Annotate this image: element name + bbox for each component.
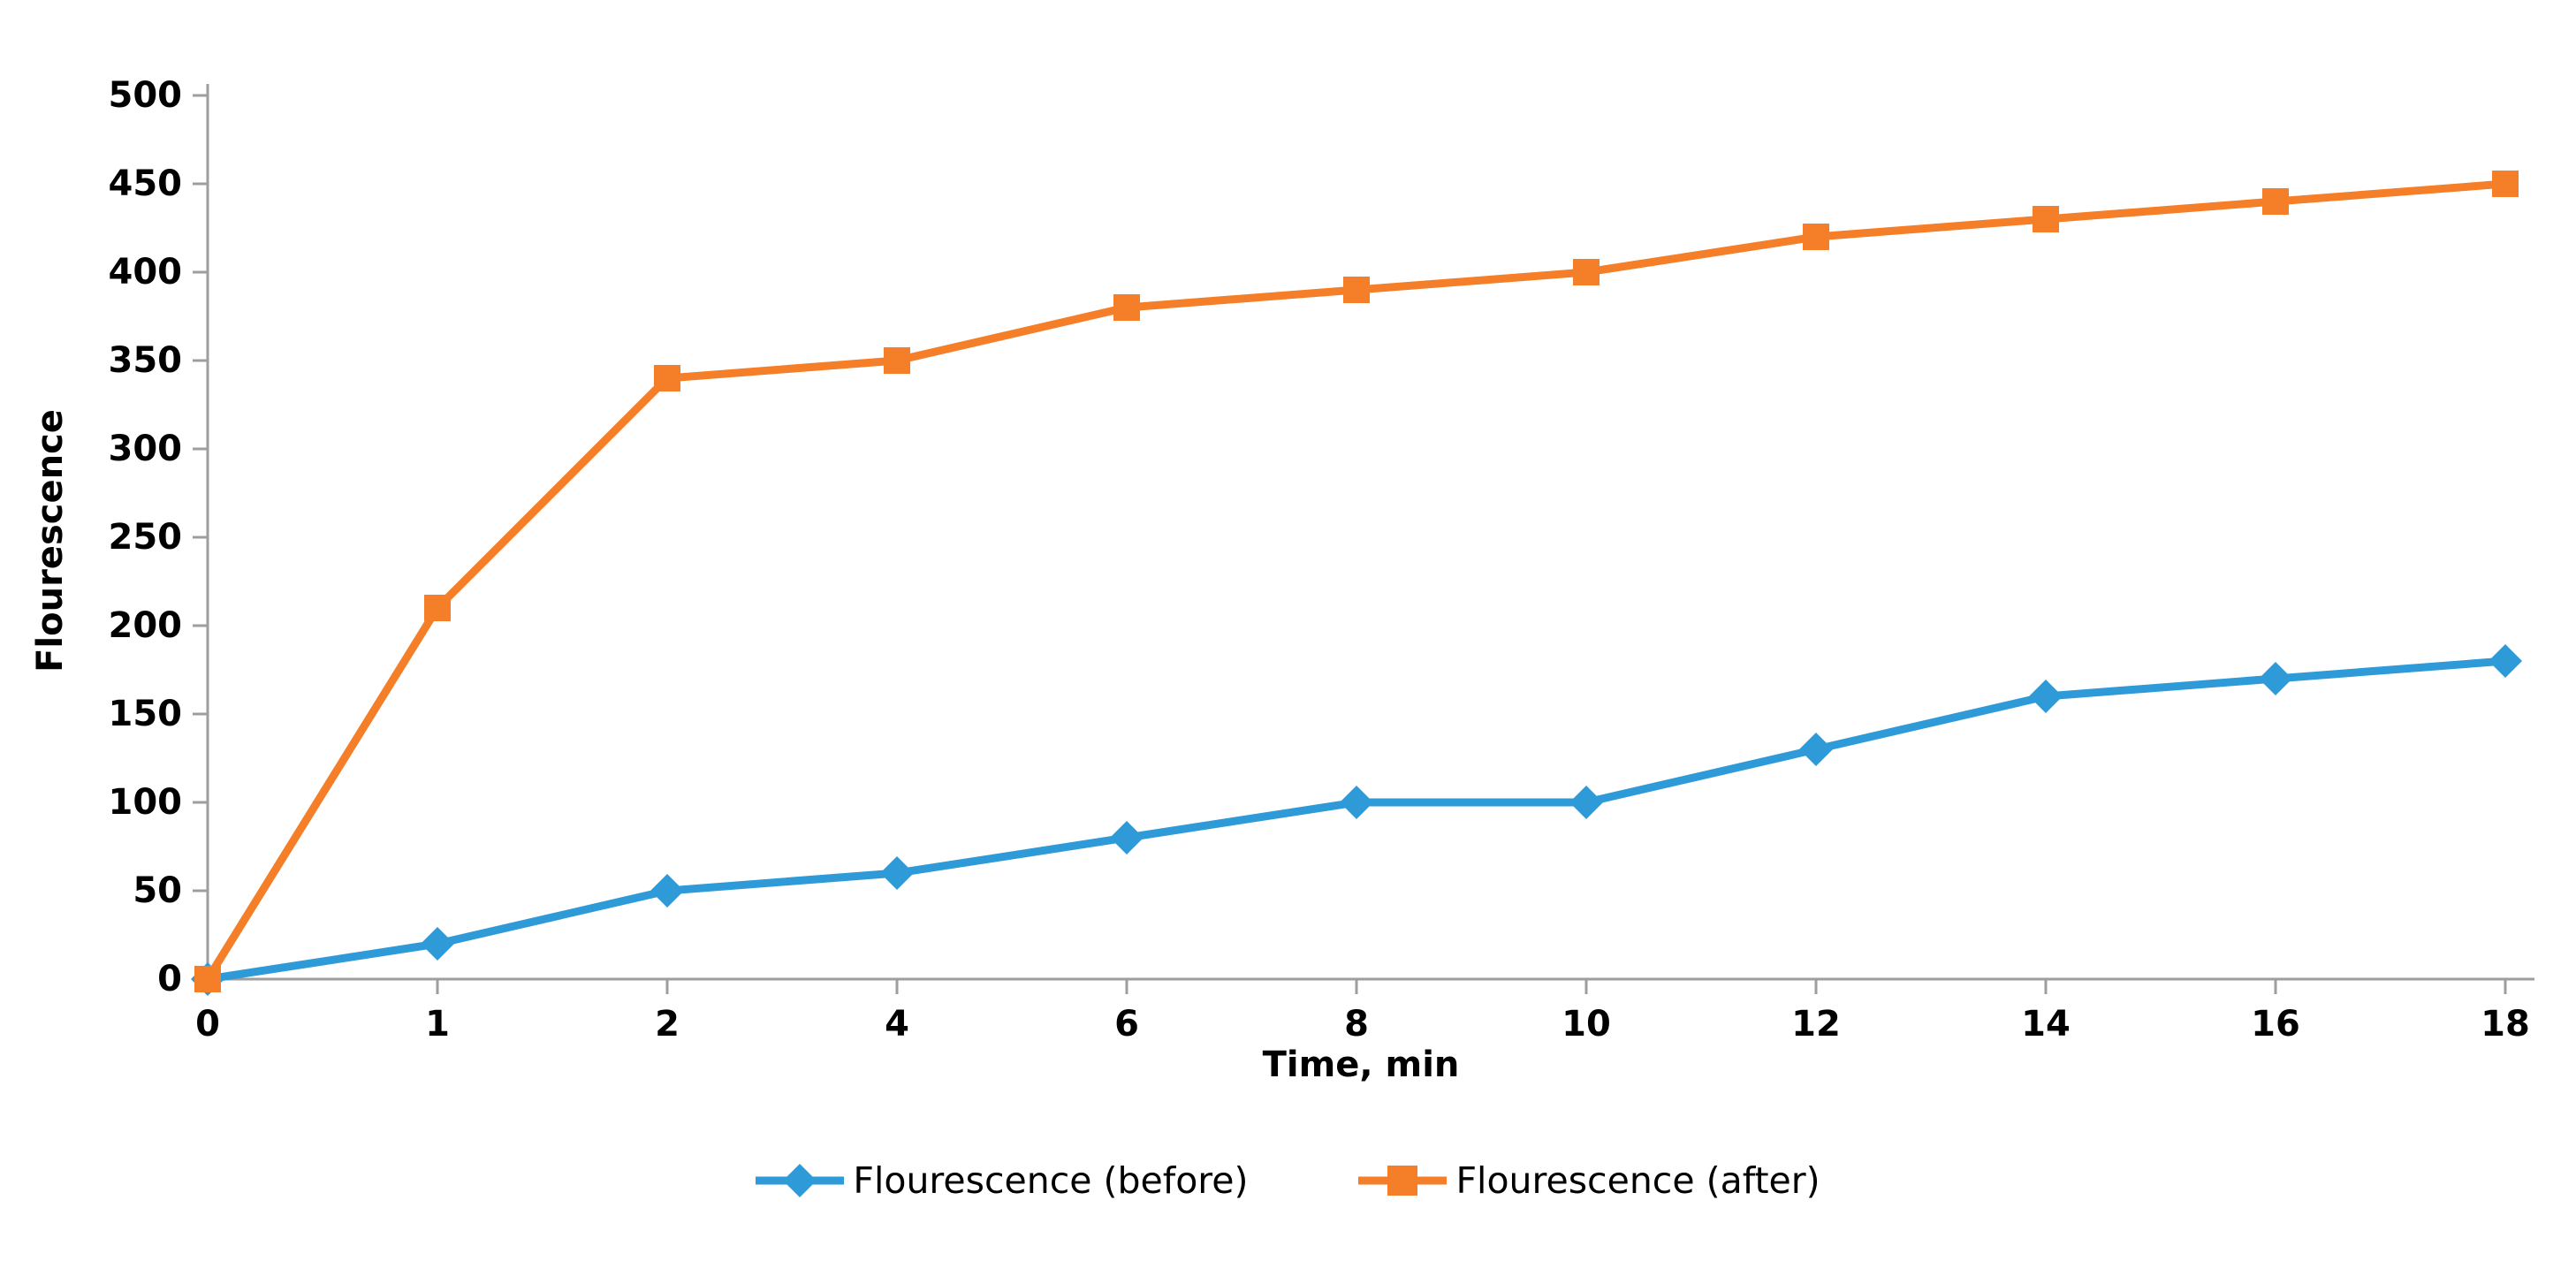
series-1-square-marker xyxy=(2262,188,2289,215)
y-tick-label: 100 xyxy=(109,782,183,823)
series-0-diamond-marker xyxy=(1569,786,1603,819)
x-tick-label: 6 xyxy=(1114,1004,1139,1045)
y-tick-label: 450 xyxy=(109,163,183,204)
legend: Flourescence (before) Flourescence (afte… xyxy=(0,1159,2576,1202)
legend-swatch-after xyxy=(1358,1166,1448,1196)
series-0-diamond-marker xyxy=(880,856,914,890)
y-tick-label: 500 xyxy=(109,75,183,116)
y-axis-title: Flourescence xyxy=(30,409,71,672)
series-1-square-marker xyxy=(1343,277,1370,303)
y-tick-label: 150 xyxy=(109,694,183,734)
series-line-0 xyxy=(203,657,2510,984)
x-tick-label: 8 xyxy=(1344,1004,1369,1045)
series-0-diamond-marker xyxy=(2259,662,2292,695)
series-1-square-marker xyxy=(194,966,221,992)
x-tick-label: 14 xyxy=(2021,1004,2071,1045)
series-1-square-marker xyxy=(884,347,910,374)
x-tick-label: 1 xyxy=(425,1004,450,1045)
legend-label-before: Flourescence (before) xyxy=(853,1159,1249,1202)
x-tick-label: 16 xyxy=(2251,1004,2300,1045)
series-0-diamond-marker xyxy=(1799,733,1833,766)
y-tick-label: 350 xyxy=(109,340,183,381)
y-tick-label: 200 xyxy=(109,605,183,646)
y-tick-label: 400 xyxy=(109,252,183,292)
x-tick-label: 0 xyxy=(195,1004,220,1045)
series-1-square-marker xyxy=(1803,224,1829,250)
square-marker-icon xyxy=(1387,1166,1418,1196)
y-tick-label: 0 xyxy=(157,959,182,999)
y-tick-label: 250 xyxy=(109,517,183,558)
series-1-square-marker xyxy=(424,595,451,621)
x-tick-label: 18 xyxy=(2481,1004,2530,1045)
legend-swatch-before xyxy=(756,1164,845,1197)
x-tick-label: 2 xyxy=(655,1004,680,1045)
x-tick-label: 12 xyxy=(1791,1004,1841,1045)
x-tick-label: 4 xyxy=(885,1004,909,1045)
series-0-diamond-marker xyxy=(421,927,454,961)
y-tick-label: 50 xyxy=(133,870,182,911)
series-0-diamond-marker xyxy=(2489,644,2522,678)
series-0-diamond-marker xyxy=(650,874,684,908)
series-0-diamond-marker xyxy=(1110,821,1144,855)
series-1-square-marker xyxy=(654,365,680,391)
series-0-diamond-marker xyxy=(2029,680,2063,713)
series-1-square-marker xyxy=(1573,259,1600,285)
legend-item-before[interactable]: Flourescence (before) xyxy=(756,1159,1248,1202)
legend-label-after: Flourescence (after) xyxy=(1455,1159,1820,1202)
series-1-square-marker xyxy=(2033,206,2059,232)
diamond-marker-icon xyxy=(783,1164,817,1197)
y-tick-label: 300 xyxy=(109,429,183,469)
series-1-square-marker xyxy=(2492,171,2519,197)
x-axis-title: Time, min xyxy=(1262,1045,1460,1085)
series-0-diamond-marker xyxy=(1340,786,1373,819)
x-tick-label: 10 xyxy=(1562,1004,1611,1045)
legend-item-after[interactable]: Flourescence (after) xyxy=(1358,1159,1820,1202)
series-1-square-marker xyxy=(1113,294,1140,321)
